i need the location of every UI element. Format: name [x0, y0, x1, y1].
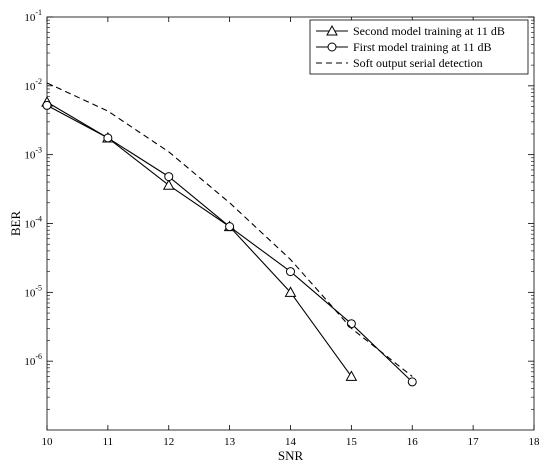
y-tick-exponent: -5: [35, 283, 42, 292]
y-tick-exponent: -3: [35, 146, 42, 155]
legend-label-3: Soft output serial detection: [353, 56, 483, 70]
y-tick-exponent: -1: [35, 8, 42, 17]
legend-label-2: First model training at 11 dB: [353, 40, 492, 54]
y-tick-base: 10: [24, 219, 36, 231]
x-tick-label: 13: [224, 436, 236, 448]
series-2-point: [42, 100, 52, 110]
x-tick-label: 16: [407, 436, 419, 448]
y-tick-base: 10: [24, 356, 36, 368]
series-line-3: [46, 82, 413, 377]
y-tick-label: 10-2: [24, 77, 42, 93]
series-1-point: [345, 370, 358, 381]
x-tick-label: 10: [42, 436, 54, 448]
y-tick-base: 10: [24, 150, 36, 162]
y-tick-exponent: -2: [35, 77, 42, 86]
x-tick-label: 12: [163, 436, 174, 448]
series-2-point: [225, 222, 235, 232]
x-axis-label: SNR: [278, 448, 304, 463]
y-tick-base: 10: [24, 12, 36, 24]
series-line-1: [46, 101, 352, 377]
series-1-point: [284, 286, 297, 297]
x-tick-label: 17: [468, 436, 480, 448]
legend-label-1: Second model training at 11 dB: [353, 24, 505, 38]
series-2-point: [164, 172, 174, 182]
legend-marker-1: [326, 24, 338, 36]
series-2-point: [103, 133, 113, 143]
y-axis-label: BER: [8, 211, 23, 237]
y-tick-label: 10-4: [24, 215, 42, 231]
x-tick-label: 18: [529, 436, 541, 448]
plot-frame: [46, 16, 535, 431]
series-2-point: [346, 319, 356, 329]
series-2-point: [407, 377, 417, 387]
y-tick-exponent: -6: [35, 352, 42, 361]
y-tick-label: 10-1: [24, 8, 42, 24]
y-tick-base: 10: [24, 287, 36, 299]
y-tick-exponent: -4: [35, 215, 42, 224]
x-tick-label: 14: [285, 436, 297, 448]
series-line-2: [46, 104, 413, 383]
y-tick-label: 10-5: [24, 283, 42, 299]
series-2-point: [286, 267, 295, 277]
y-tick-base: 10: [24, 81, 36, 93]
series-1-point: [162, 179, 175, 190]
y-tick-label: 10-3: [24, 146, 42, 162]
x-tick-label: 11: [103, 436, 114, 448]
y-tick-label: 10-6: [24, 352, 42, 368]
x-tick-label: 15: [346, 436, 358, 448]
legend-marker-2: [327, 42, 337, 52]
